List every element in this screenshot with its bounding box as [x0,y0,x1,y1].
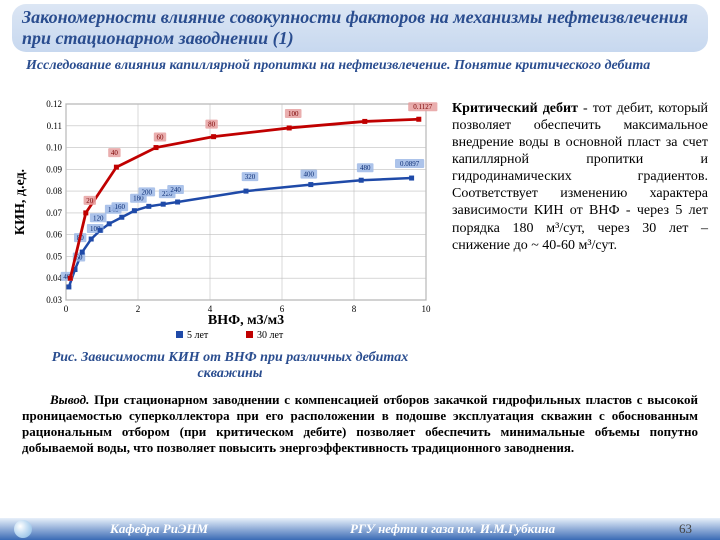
slide-title-box: Закономерности влияние совокупности факт… [12,4,708,52]
svg-text:30 лет: 30 лет [257,330,284,341]
svg-text:120: 120 [93,214,104,222]
right-text-block: Критический дебит - тот дебит, который п… [452,100,708,254]
svg-text:60: 60 [157,134,165,142]
svg-text:8: 8 [352,304,357,314]
page-number: 63 [679,521,692,537]
svg-text:400: 400 [304,171,315,179]
svg-text:0.0897: 0.0897 [400,160,420,168]
conclusion-lead: Вывод. [50,392,89,407]
svg-text:ВНФ, м3/м3: ВНФ, м3/м3 [208,313,284,328]
svg-text:0.12: 0.12 [46,99,62,109]
footer: Кафедра РиЭНМ РГУ нефти и газа им. И.М.Г… [0,518,720,540]
svg-text:0.1127: 0.1127 [413,103,432,111]
svg-text:0.08: 0.08 [46,186,62,196]
svg-text:0.07: 0.07 [46,208,62,218]
chart: 02468100.030.040.050.060.070.080.090.100… [8,96,438,346]
svg-text:240: 240 [170,186,181,194]
svg-text:0.04: 0.04 [46,273,62,283]
svg-text:0.03: 0.03 [46,295,62,305]
svg-text:40: 40 [111,149,119,157]
globe-icon [14,520,32,538]
svg-text:0.11: 0.11 [47,121,62,131]
svg-text:КИН, д.ед.: КИН, д.ед. [13,169,28,235]
conclusion-block: Вывод. При стационарном заводнении с ком… [22,392,698,455]
svg-text:0.10: 0.10 [46,143,62,153]
svg-text:200: 200 [142,188,153,196]
svg-text:80: 80 [208,121,216,129]
svg-text:0.06: 0.06 [46,230,62,240]
svg-text:20: 20 [86,197,94,205]
right-text-lead: Критический дебит [452,101,578,116]
svg-text:160: 160 [115,203,126,211]
svg-text:10: 10 [422,304,432,314]
slide-title: Закономерности влияние совокупности факт… [22,7,698,48]
svg-text:320: 320 [245,173,256,181]
svg-text:0.09: 0.09 [46,164,62,174]
subtitle: Исследование влияния капиллярной пропитк… [26,58,696,74]
svg-text:480: 480 [360,164,371,172]
svg-text:2: 2 [136,304,141,314]
right-text-body: - тот дебит, который позволяет обеспечит… [452,101,708,253]
svg-text:5 лет: 5 лет [187,330,209,341]
footer-left: Кафедра РиЭНМ [110,521,208,537]
figure-caption: Рис. Зависимости КИН от ВНФ при различны… [30,350,430,382]
conclusion-body: При стационарном заводнении с компенсаци… [22,392,698,455]
svg-text:100: 100 [288,110,299,118]
footer-right: РГУ нефти и газа им. И.М.Губкина [350,521,555,537]
svg-text:0.05: 0.05 [46,251,62,261]
svg-text:0: 0 [64,304,69,314]
